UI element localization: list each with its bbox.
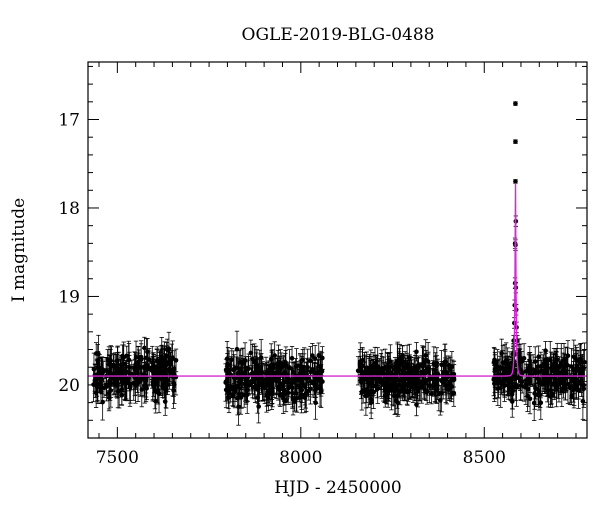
data-point	[124, 365, 130, 402]
y-axis-label: I magnitude	[9, 198, 29, 302]
x-tick-label: 8500	[463, 448, 506, 468]
y-tick-label: 20	[58, 376, 80, 396]
data-point	[290, 362, 296, 382]
model-curve	[88, 183, 587, 377]
data-point	[527, 369, 533, 394]
data-point	[154, 349, 160, 388]
data-point	[100, 383, 105, 421]
data-point	[509, 385, 515, 418]
data-point	[556, 367, 561, 399]
y-tick-label: 18	[58, 199, 80, 219]
data-point	[250, 343, 255, 374]
axis-ticks: 7500 8000 8500 17 18 19 20	[58, 62, 587, 468]
data-point	[304, 361, 309, 396]
data-point	[513, 179, 518, 184]
data-point	[507, 368, 512, 395]
data-point	[290, 368, 295, 408]
x-tick-label: 8000	[279, 448, 322, 468]
data-point	[318, 374, 324, 408]
data-point	[168, 351, 173, 374]
data-point	[365, 367, 371, 398]
data-point	[299, 356, 304, 379]
data-point	[414, 364, 420, 400]
data-point	[547, 366, 553, 395]
data-point	[105, 349, 110, 371]
data-point	[95, 344, 101, 378]
data-point	[308, 346, 313, 376]
data-point	[162, 353, 168, 393]
data-point	[316, 342, 322, 369]
data-point	[126, 340, 131, 380]
data-point	[381, 362, 387, 386]
data-point	[389, 373, 395, 406]
y-tick-label: 19	[58, 287, 80, 307]
data-point	[299, 369, 305, 403]
data-point	[423, 355, 428, 392]
data-point	[503, 357, 508, 380]
data-point	[173, 348, 179, 373]
y-tick-label: 17	[58, 111, 80, 131]
data-point	[265, 360, 271, 400]
data-point	[384, 365, 389, 404]
data-point	[164, 338, 170, 361]
data-point	[429, 383, 434, 405]
data-point	[231, 384, 236, 408]
data-point	[553, 366, 558, 390]
data-point	[149, 357, 155, 378]
data-point	[120, 364, 126, 393]
data-point	[143, 366, 149, 394]
data-point	[292, 391, 297, 412]
data-points	[91, 101, 587, 426]
data-point	[521, 371, 527, 402]
data-point	[407, 354, 413, 394]
data-point	[308, 373, 313, 405]
data-point	[492, 361, 498, 400]
data-point	[269, 378, 275, 411]
data-point	[372, 356, 378, 387]
data-point	[239, 379, 244, 409]
data-point	[273, 358, 278, 388]
data-point	[294, 348, 299, 385]
data-point	[312, 367, 317, 396]
data-point	[139, 371, 145, 408]
data-point	[170, 340, 175, 375]
data-point	[236, 350, 242, 390]
data-point	[114, 352, 120, 387]
data-point	[513, 101, 518, 106]
data-point	[301, 353, 307, 390]
data-point	[275, 355, 281, 376]
data-point	[442, 349, 448, 374]
data-point	[142, 336, 147, 359]
data-point	[580, 358, 585, 390]
data-point	[320, 346, 325, 370]
data-point	[557, 356, 562, 378]
data-point	[499, 369, 505, 395]
data-point	[144, 338, 149, 378]
data-point	[414, 342, 419, 362]
data-point	[108, 367, 114, 391]
data-point	[513, 139, 518, 144]
chart-title: OGLE-2019-BLG-0488	[242, 25, 435, 45]
data-point	[437, 385, 443, 416]
data-point	[433, 369, 438, 404]
x-tick-label: 7500	[96, 448, 139, 468]
data-point	[111, 360, 116, 387]
data-point	[429, 368, 435, 390]
data-point	[285, 380, 291, 405]
data-point	[531, 385, 537, 421]
x-axis-label: HJD - 2450000	[274, 478, 402, 498]
data-point	[129, 364, 135, 384]
data-point	[394, 359, 400, 386]
data-point	[158, 348, 163, 375]
data-point	[571, 380, 576, 400]
data-point	[242, 361, 248, 384]
data-point	[282, 366, 287, 399]
data-point	[101, 378, 107, 398]
